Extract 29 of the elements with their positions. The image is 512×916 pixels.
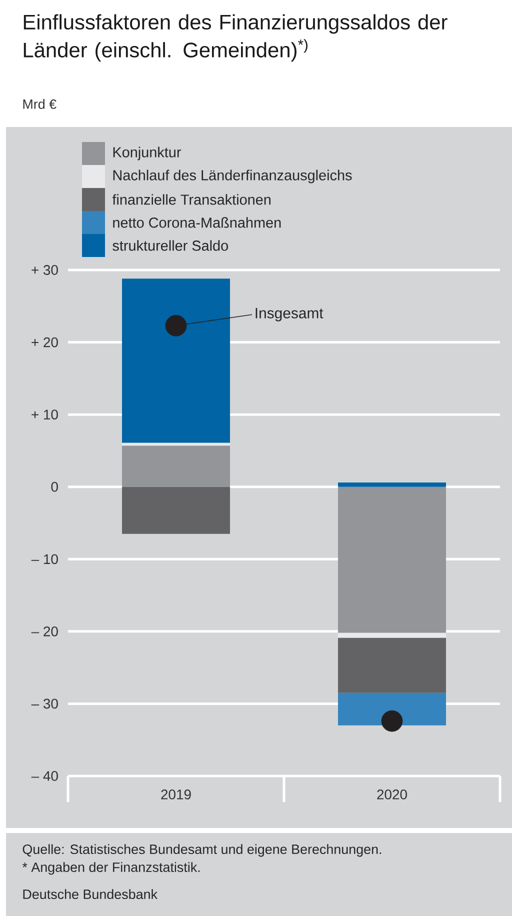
legend-label: finanzielle Transaktionen [112,194,270,205]
y-tick-label: + 30 [32,265,58,275]
text: Deutsche Bundesbank [23,889,158,900]
bar [122,446,230,487]
legend-label: netto Corona-Maßnahmen [113,217,281,228]
legend-label: Nachlauf des Länderfinanzausgleichs [113,170,352,184]
bar [122,278,230,443]
legend-label: Konjunktur [113,146,182,160]
y-tick-label: 0 [51,482,58,492]
text: * Angaben der Finanzstatistik. [22,862,200,875]
y-tick-label: – 30 [31,698,58,709]
y-tick-label: + 10 [32,410,58,420]
bar [338,692,446,726]
chart-title: Einflussfaktoren des Finanzierungssaldos der Länder (einschl. Gemeinden)$^{*)}$ [24,14,448,62]
y-tick-label: + 20 [32,337,58,348]
text: Mrd € [23,99,56,109]
legend-label: struktureller Saldo [112,240,228,251]
y-tick-label: – 20 [31,626,58,636]
source-note: Quelle: Statistisches Bundesamt und eigene Berechnungen. [22,844,382,857]
bar [338,482,446,487]
bar [338,638,446,693]
x-tick-label: 2019 [161,790,191,800]
text: Insgesamt [256,308,324,322]
y-tick-label: – 40 [31,771,58,781]
bar [338,632,446,638]
x-tick-label: 2020 [377,790,407,800]
bar [338,486,446,633]
bar [122,486,230,534]
y-tick-label: – 10 [31,554,58,564]
